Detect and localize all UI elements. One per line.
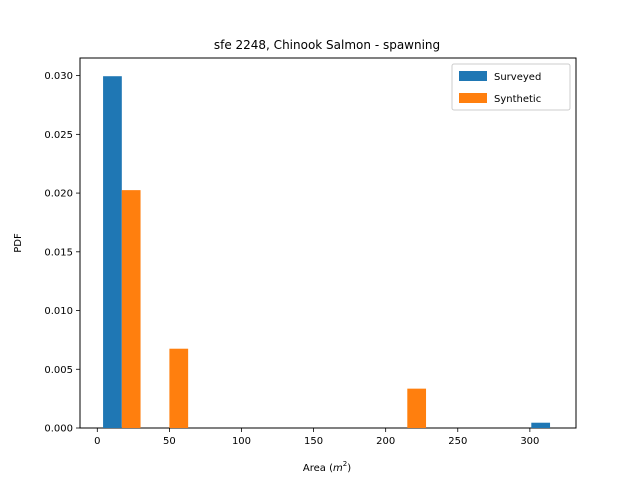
x-axis-label-text: Area [303,463,326,474]
x-axis: 0 50 100 150 200 250 300 [94,428,539,447]
bar-synthetic-2 [407,388,427,428]
y-tick-label: 0.000 [44,424,73,435]
y-tick-label: 0.010 [44,306,73,317]
legend-label-synthetic: Synthetic [494,94,541,105]
x-axis-label: Area (m2) [303,460,351,474]
legend-swatch-surveyed [459,71,487,81]
plot-area [79,57,577,429]
x-axis-label-close: ) [347,463,351,474]
x-tick-label: 250 [448,436,467,447]
x-tick-label: 100 [232,436,251,447]
y-tick-label: 0.015 [44,247,73,258]
chart-title: sfe 2248, Chinook Salmon - spawning [214,38,440,52]
y-tick-label: 0.020 [44,189,73,200]
x-tick-label: 50 [163,436,176,447]
bars-layer [103,76,551,429]
y-tick-label: 0.025 [44,130,73,141]
x-tick-label: 300 [520,436,539,447]
bar-synthetic-1 [169,348,189,428]
x-tick-label: 150 [304,436,323,447]
bar-surveyed-0 [103,76,122,429]
bar-surveyed-1 [531,422,551,428]
legend-swatch-synthetic [459,93,487,103]
legend-label-surveyed: Surveyed [494,72,541,83]
y-tick-label: 0.005 [44,365,73,376]
y-axis-label: PDF [13,233,24,253]
plot-frame [79,57,577,429]
x-tick-label: 200 [376,436,395,447]
x-axis-unit-base: m [333,463,343,474]
bar-synthetic-0 [121,190,141,428]
y-tick-label: 0.030 [44,71,73,82]
y-axis: 0.000 0.005 0.010 0.015 0.020 0.025 0.030 [44,71,80,435]
x-tick-label: 0 [94,436,100,447]
legend: Surveyed Synthetic [451,63,571,111]
x-axis-unit-exp: 2 [343,460,347,468]
